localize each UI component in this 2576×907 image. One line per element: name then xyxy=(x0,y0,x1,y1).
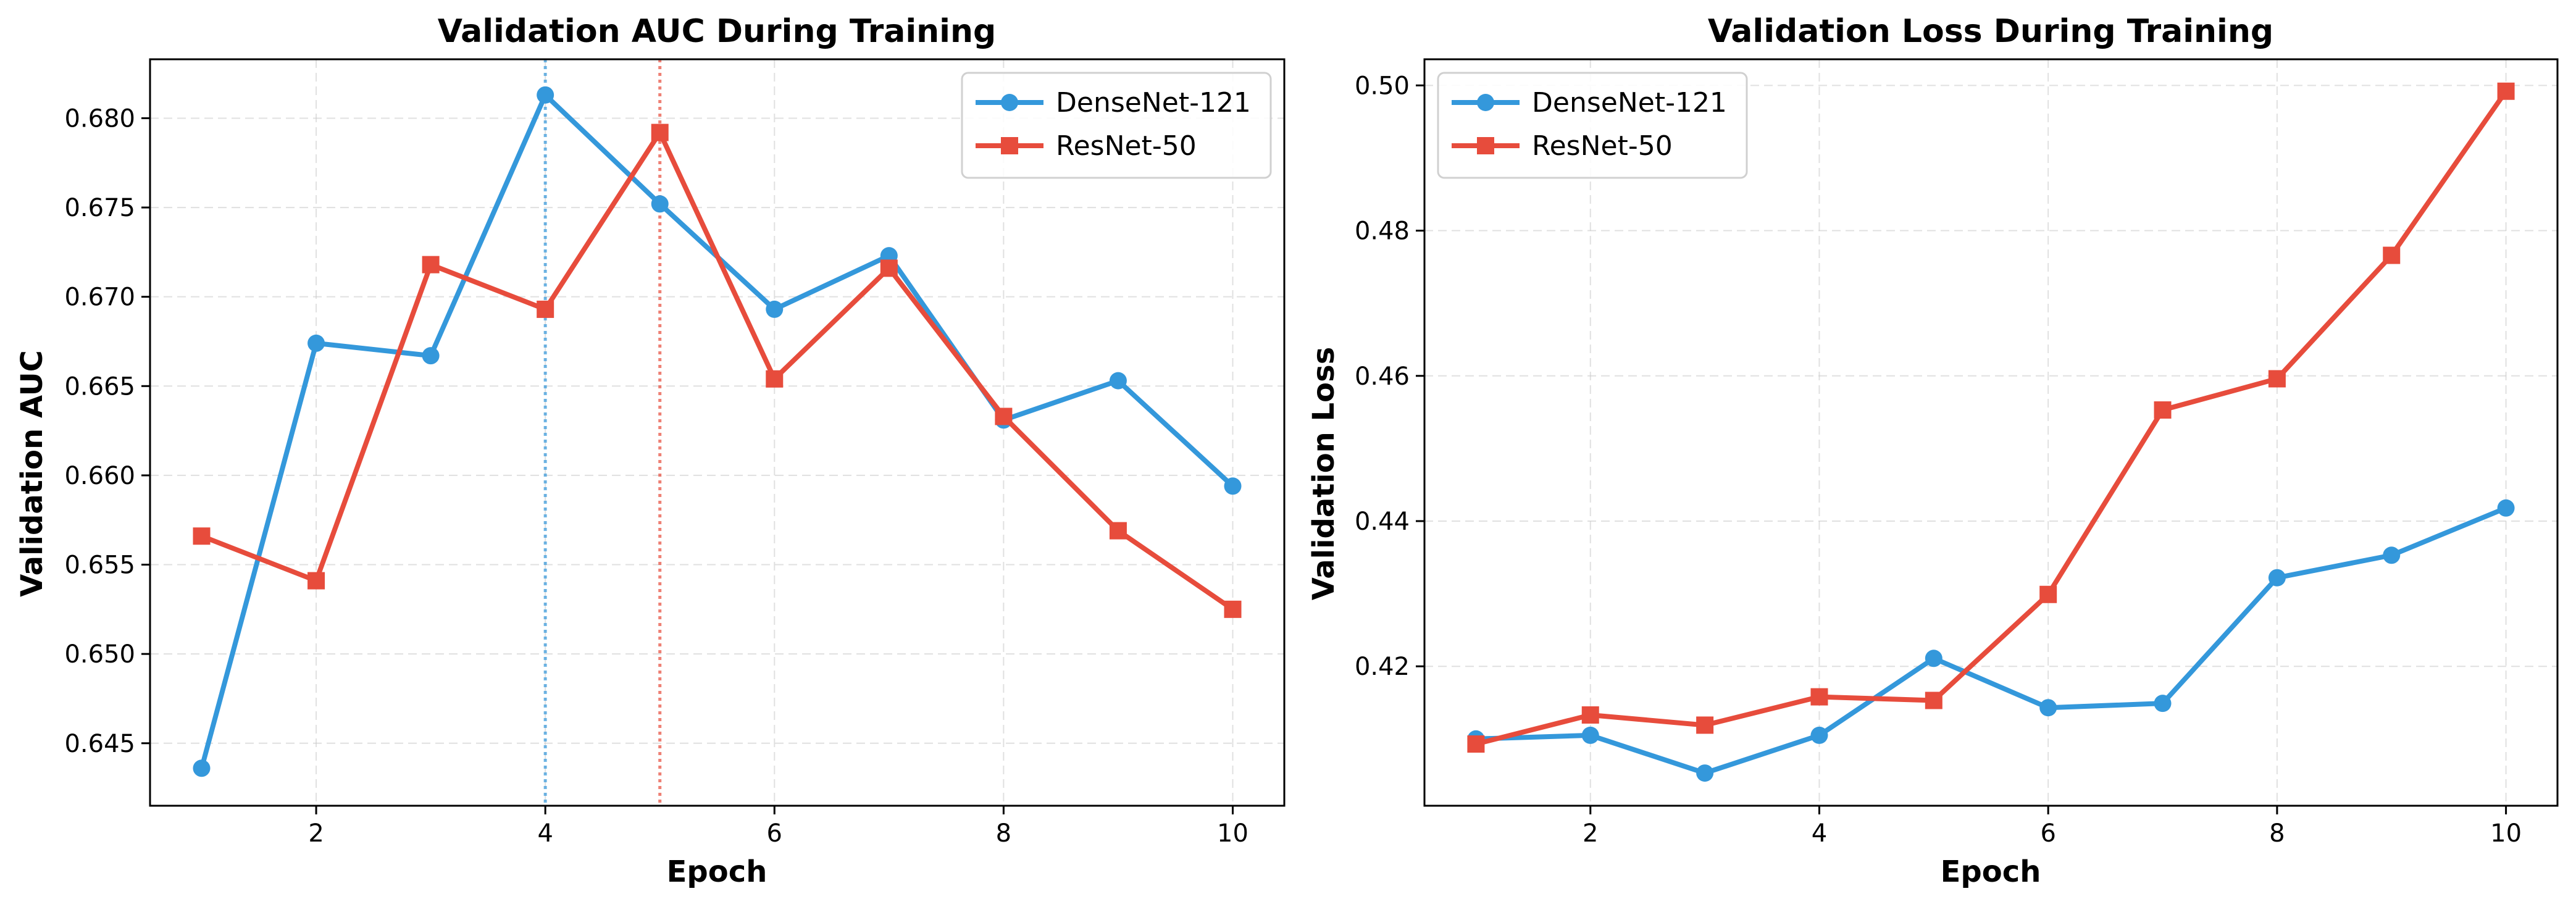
loss-chart-data-point xyxy=(2154,695,2172,713)
loss-chart-ytick-label: 0.42 xyxy=(1355,653,1410,681)
auc-chart-xtick-label: 4 xyxy=(537,819,553,848)
loss-chart-legend-marker xyxy=(1477,94,1494,111)
auc-chart-data-point xyxy=(766,300,784,318)
auc-chart-data-point xyxy=(1224,600,1242,618)
auc-chart-ylabel: Validation AUC xyxy=(15,350,49,597)
loss-chart-data-point xyxy=(1696,716,1714,734)
auc-chart-data-point xyxy=(307,334,325,352)
auc-chart-ytick-label: 0.680 xyxy=(64,104,135,133)
loss-chart: Validation Loss During Training Epoch Va… xyxy=(1307,13,2559,889)
auc-chart-xtick-label: 2 xyxy=(308,819,324,848)
loss-chart-data-point xyxy=(2268,569,2286,587)
auc-chart-data-point xyxy=(537,300,554,318)
auc-chart-ytick-label: 0.650 xyxy=(64,640,135,669)
auc-chart-xtick-label: 10 xyxy=(1217,819,1248,848)
loss-chart-legend: DenseNet-121 ResNet-50 xyxy=(1437,72,1748,179)
auc-chart: Validation AUC During Training Epoch Val… xyxy=(15,13,1286,889)
auc-chart-title: Validation AUC During Training xyxy=(438,13,997,50)
loss-chart-ylabel: Validation Loss xyxy=(1307,347,1341,601)
loss-chart-data-point xyxy=(1467,735,1485,753)
auc-chart-data-point xyxy=(537,86,554,104)
loss-chart-ytick-label: 0.44 xyxy=(1355,508,1410,536)
auc-chart-data-point xyxy=(995,408,1013,425)
auc-chart-xlabel: Epoch xyxy=(667,855,767,889)
loss-chart-xtick-label: 2 xyxy=(1583,819,1598,848)
auc-chart-ytick-label: 0.655 xyxy=(64,551,135,580)
auc-chart-data-point xyxy=(307,572,325,590)
auc-chart-xtick-label: 8 xyxy=(996,819,1011,848)
auc-chart-legend: DenseNet-121 ResNet-50 xyxy=(961,72,1272,179)
auc-chart-ytick-label: 0.645 xyxy=(64,730,135,758)
auc-chart-legend-marker xyxy=(1001,94,1018,111)
auc-chart-data-point xyxy=(1109,372,1127,390)
auc-chart-data-point xyxy=(1224,477,1242,495)
loss-chart-xtick-label: 10 xyxy=(2490,819,2522,848)
auc-chart-plot-frame xyxy=(149,58,1286,807)
auc-chart-data-point xyxy=(1109,522,1127,540)
loss-chart-data-point xyxy=(1810,688,1828,706)
auc-chart-ytick-label: 0.675 xyxy=(64,194,135,222)
loss-chart-xlabel: Epoch xyxy=(1941,855,2041,889)
loss-chart-ytick-label: 0.48 xyxy=(1355,217,1410,246)
auc-chart-legend-label: ResNet-50 xyxy=(1056,130,1197,162)
loss-chart-series-line-resnet xyxy=(1473,88,2509,747)
loss-chart-ytick-label: 0.50 xyxy=(1355,72,1410,100)
loss-chart-data-point xyxy=(2383,246,2401,264)
loss-chart-xtick-label: 4 xyxy=(1812,819,1827,848)
loss-chart-series-line-densenet xyxy=(1473,505,2509,776)
loss-chart-data-point xyxy=(1696,764,1714,782)
auc-chart-series-line-resnet xyxy=(199,130,1236,612)
loss-chart-title: Validation Loss During Training xyxy=(1708,13,2273,50)
auc-chart-xtick-label: 6 xyxy=(767,819,782,848)
auc-chart-legend-label: DenseNet-121 xyxy=(1056,87,1251,119)
loss-chart-data-point xyxy=(1925,692,1942,709)
auc-chart-ytick-label: 0.670 xyxy=(64,283,135,312)
auc-chart-data-point xyxy=(880,259,898,277)
auc-chart-ytick-label: 0.665 xyxy=(64,372,135,401)
loss-chart-data-point xyxy=(2039,585,2057,603)
loss-chart-data-point xyxy=(1810,726,1828,744)
loss-chart-data-point xyxy=(1925,650,1942,667)
loss-chart-xtick-label: 6 xyxy=(2040,819,2055,848)
loss-chart-data-point xyxy=(2154,401,2172,419)
loss-chart-data-point xyxy=(2268,370,2286,388)
loss-chart-legend-marker xyxy=(1477,137,1494,154)
auc-chart-data-point xyxy=(193,759,211,777)
loss-chart-data-point xyxy=(2039,699,2057,717)
loss-chart-legend-label: ResNet-50 xyxy=(1532,130,1673,162)
loss-chart-data-point xyxy=(1581,726,1599,744)
auc-chart-data-point xyxy=(651,123,669,141)
auc-chart-data-point xyxy=(422,256,440,274)
auc-chart-legend-marker xyxy=(1001,137,1018,154)
auc-chart-data-point xyxy=(651,195,669,213)
loss-chart-data-point xyxy=(2383,546,2401,564)
auc-chart-data-point xyxy=(193,527,211,545)
auc-chart-ytick-label: 0.660 xyxy=(64,462,135,490)
loss-chart-data-point xyxy=(2497,82,2515,100)
loss-chart-data-point xyxy=(1581,706,1599,724)
loss-chart-xtick-label: 8 xyxy=(2269,819,2285,848)
loss-chart-plot-frame xyxy=(1423,58,2559,807)
auc-chart-data-point xyxy=(766,370,784,388)
loss-chart-ytick-label: 0.46 xyxy=(1355,362,1410,391)
loss-chart-legend-label: DenseNet-121 xyxy=(1532,87,1727,119)
auc-chart-data-point xyxy=(422,347,440,365)
loss-chart-data-point xyxy=(2497,499,2515,517)
